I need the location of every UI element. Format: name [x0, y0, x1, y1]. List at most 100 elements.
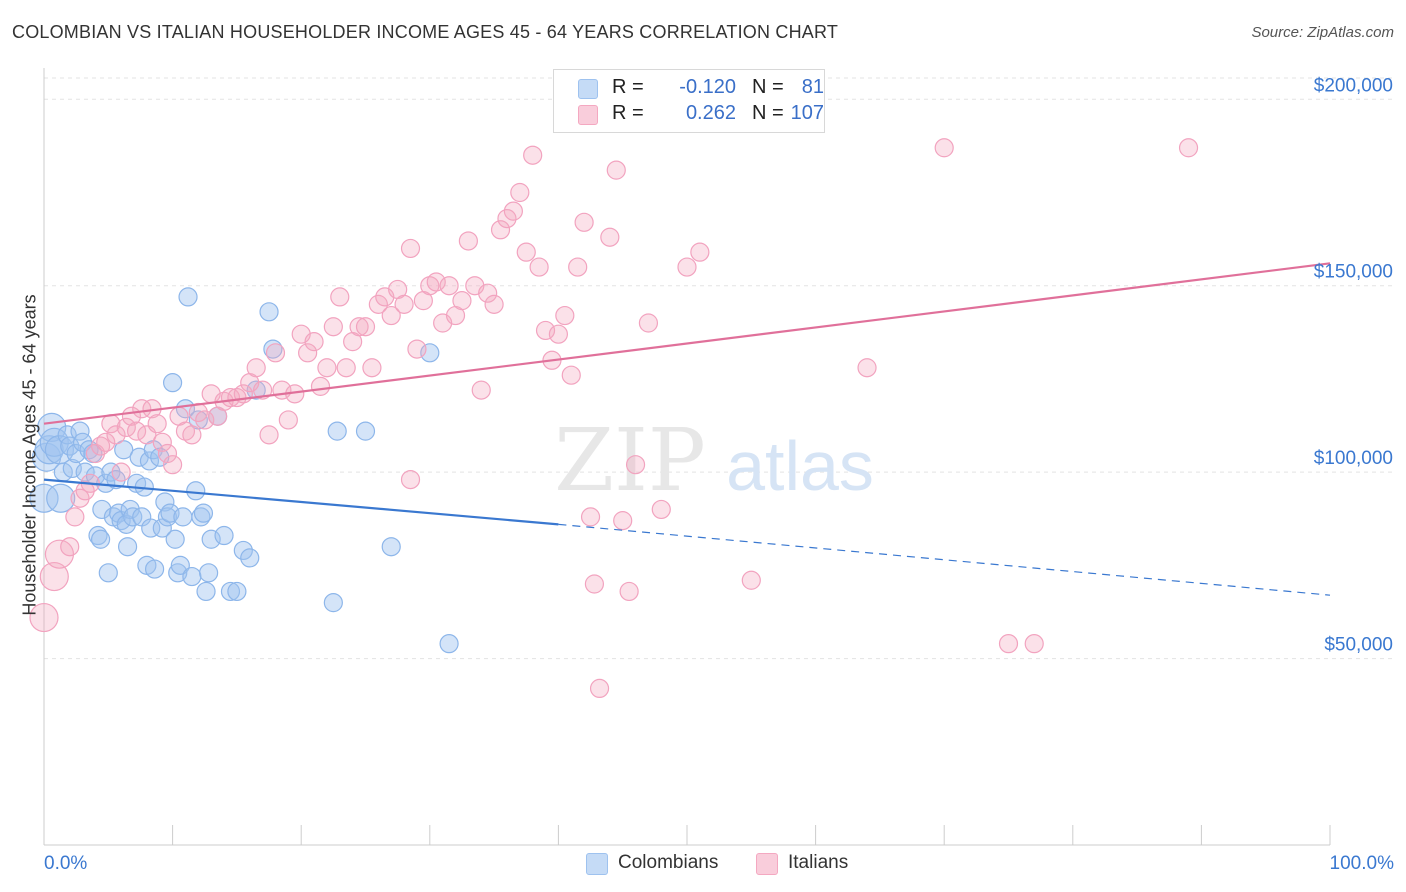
italian-point	[452, 291, 472, 311]
legend-r-value: 0.262	[685, 102, 736, 124]
colombian-point	[178, 287, 198, 307]
italian-point	[529, 257, 549, 277]
colombian-point	[193, 503, 214, 523]
italian-point	[330, 287, 350, 307]
colombian-point	[323, 593, 343, 613]
italian-point	[106, 425, 126, 445]
legend-n-label: N =	[752, 102, 784, 124]
y-axis-label: Householder Income Ages 45 - 64 years	[19, 294, 40, 616]
colombian-point	[199, 563, 219, 583]
axis-layer	[43, 68, 1331, 846]
italian-point	[523, 145, 543, 165]
legend-n-value: 107	[790, 102, 824, 124]
italian-point	[1024, 634, 1044, 654]
italian-point	[163, 455, 183, 475]
colombian-point	[114, 440, 134, 460]
italian-point	[304, 332, 324, 352]
colombian-point	[165, 529, 185, 549]
correlation-legend: R = -0.120 N = 81 R = 0.262 N = 107	[553, 69, 825, 133]
legend-swatch-colombians	[578, 79, 598, 99]
italian-point	[394, 294, 414, 314]
colombian-point	[381, 537, 401, 557]
colombian-point	[196, 581, 216, 602]
italian-point	[39, 561, 69, 592]
italian-trend-line	[43, 262, 1331, 425]
bottom-legend-label: Italians	[788, 852, 849, 873]
italian-point	[60, 537, 80, 557]
italian-point	[44, 539, 75, 569]
italian-point	[323, 317, 343, 337]
italian-point	[182, 425, 202, 445]
legend-r-label: R =	[612, 76, 644, 98]
italian-point	[561, 365, 581, 385]
italian-point	[503, 201, 523, 221]
italian-point	[111, 462, 131, 482]
colombian-point	[141, 518, 161, 538]
italian-point	[510, 182, 530, 203]
colombian-point	[62, 458, 82, 479]
bottom-legend-label: Colombians	[618, 852, 719, 873]
watermark: ZIP atlas	[554, 411, 874, 511]
legend-n-label: N =	[752, 76, 784, 98]
italian-point	[381, 305, 401, 326]
italian-point	[490, 220, 511, 240]
colombian-point	[175, 399, 196, 419]
italian-point	[253, 380, 273, 400]
italian-point	[857, 358, 877, 378]
italian-point	[589, 678, 610, 699]
italian-point	[336, 358, 356, 378]
italian-point	[458, 231, 478, 251]
y-tick-label: $50,000	[1324, 635, 1393, 656]
italian-point	[407, 339, 427, 359]
colombian-point	[120, 499, 140, 520]
legend-r-label: R =	[612, 102, 644, 124]
colombian-point	[233, 540, 253, 561]
colombian-point	[160, 503, 180, 523]
italian-point	[317, 358, 337, 378]
italian-point	[998, 634, 1019, 654]
italian-point	[613, 511, 633, 531]
italian-point	[29, 602, 59, 633]
colombian-point	[163, 373, 183, 393]
italian-point	[934, 138, 954, 158]
italian-point	[478, 283, 498, 303]
y-tick-label: $100,000	[1314, 448, 1393, 469]
colombian-point	[259, 302, 279, 322]
italian-point	[368, 294, 388, 314]
italian-point	[157, 443, 178, 464]
italian-point	[362, 358, 382, 378]
italian-point	[195, 410, 215, 430]
colombian-point	[70, 421, 90, 441]
colombian-point	[355, 421, 376, 441]
colombian-point	[240, 548, 260, 568]
italian-point	[619, 581, 639, 602]
italian-point	[555, 305, 575, 326]
italian-point	[96, 432, 116, 452]
colombian-point	[117, 537, 138, 557]
colombian-point	[214, 525, 234, 546]
italian-point	[132, 399, 152, 419]
y-tick-label: $150,000	[1314, 262, 1393, 283]
italian-point	[355, 317, 376, 337]
italian-point	[349, 317, 369, 337]
colombian-trend-line	[43, 478, 559, 526]
italian-point	[278, 410, 298, 430]
colombian-point	[182, 566, 202, 587]
italian-point	[535, 320, 556, 341]
italian-point	[606, 160, 626, 180]
colombian-trend-line-projection	[558, 523, 1331, 596]
legend-swatch-italians	[578, 105, 598, 125]
italian-point	[651, 499, 671, 520]
colombian-point	[108, 503, 129, 523]
tick-labels: $50,000 $100,000 $150,000 $200,000 0.0% 100.0…	[44, 75, 1394, 874]
colombian-point	[60, 436, 80, 456]
italian-point	[1178, 138, 1199, 158]
x-tick-label: 100.0%	[1330, 853, 1395, 874]
italian-point	[625, 455, 646, 475]
colombian-point	[420, 343, 440, 363]
legend-r-value: -0.120	[679, 76, 736, 98]
italian-point	[426, 272, 446, 292]
colombian-point	[220, 581, 241, 602]
italian-point	[568, 257, 588, 277]
